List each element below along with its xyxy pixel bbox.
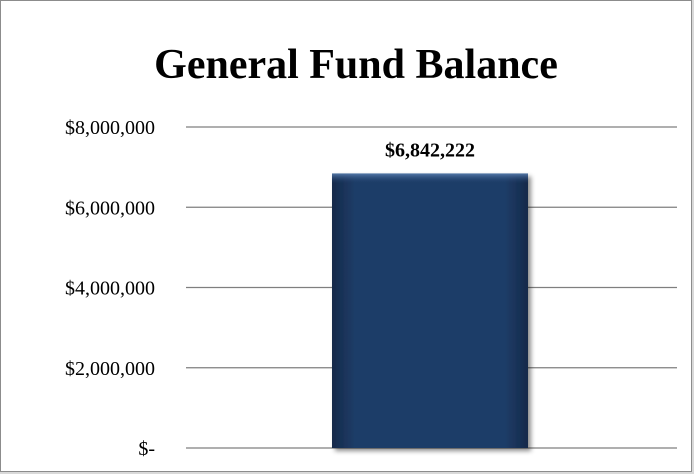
y-tick-label: $8,000,000 <box>65 117 155 139</box>
data-label: $6,842,222 <box>385 139 475 161</box>
bar-highlight <box>332 173 528 184</box>
chart-title: General Fund Balance <box>154 42 558 88</box>
y-tick-label: $2,000,000 <box>65 358 155 380</box>
y-tick-label: $6,000,000 <box>65 197 155 219</box>
y-tick-label: $4,000,000 <box>65 278 155 300</box>
bars <box>332 173 528 448</box>
y-axis-tick-labels: $8,000,000 $6,000,000 $4,000,000 $2,000,000… <box>65 117 155 460</box>
bar <box>332 173 528 448</box>
data-labels: $6,842,222 <box>385 139 475 161</box>
y-tick-label: $- <box>138 438 155 460</box>
